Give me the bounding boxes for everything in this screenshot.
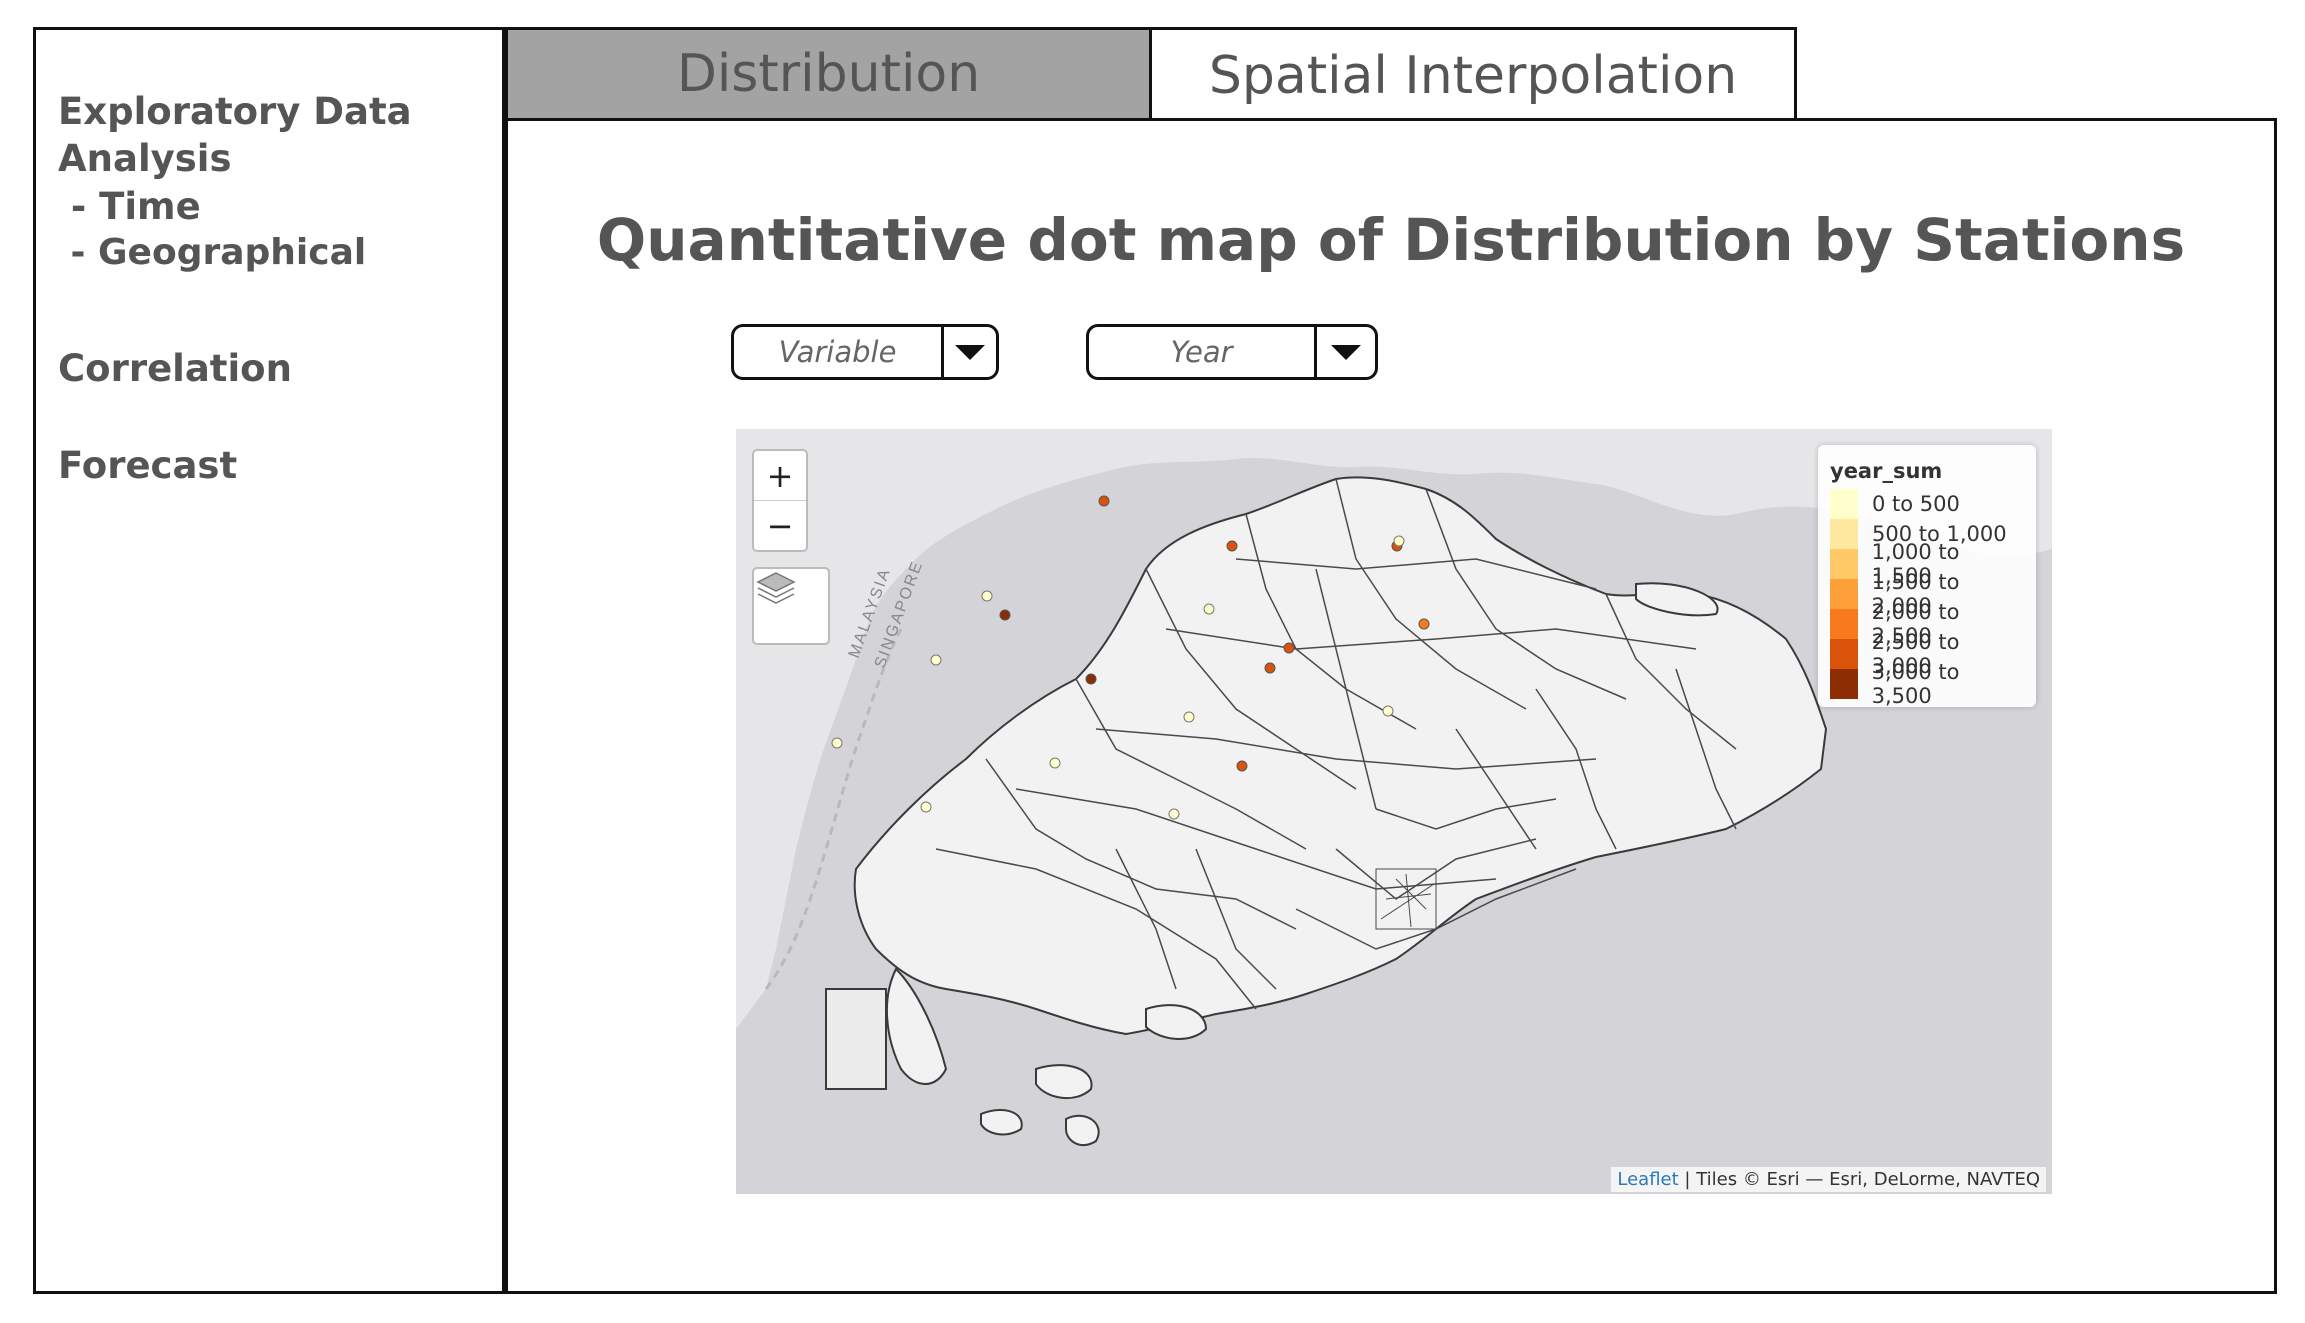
island-shape [1145, 1004, 1208, 1040]
station-dot[interactable] [930, 654, 942, 666]
legend-row: 1,000 to 1,500 [1830, 540, 2024, 588]
nav-item-eda-label: Exploratory Data [58, 90, 412, 133]
station-dot[interactable] [1085, 673, 1097, 685]
tab-spatial-interpolation[interactable]: Spatial Interpolation [1149, 27, 1797, 121]
station-dot[interactable] [831, 737, 843, 749]
legend-swatch [1830, 669, 1858, 699]
island-shape [1035, 1064, 1093, 1100]
station-dot[interactable] [1283, 642, 1295, 654]
layers-button[interactable] [752, 567, 830, 645]
year-dropdown-value: Year [1170, 335, 1233, 369]
station-dot[interactable] [1203, 603, 1215, 615]
legend-swatch [1830, 609, 1858, 639]
tab-distribution[interactable]: Distribution [505, 27, 1152, 121]
downtown-subzones [1375, 868, 1437, 930]
legend-label: 0 to 500 [1872, 492, 1960, 516]
island-shape [1065, 1114, 1100, 1147]
legend-label: 500 to 1,000 [1872, 522, 2007, 546]
year-dropdown-toggle[interactable] [1314, 327, 1375, 377]
legend-swatch [1830, 549, 1858, 579]
legend-row: 2,500 to 3,000 [1830, 630, 2024, 678]
zoom-in-button[interactable]: + [766, 456, 794, 495]
station-dot[interactable] [1049, 757, 1061, 769]
tuas-reclaimed-land [825, 988, 887, 1090]
border-line [764, 628, 903, 990]
station-dot[interactable] [1382, 705, 1394, 717]
station-dot[interactable] [981, 590, 993, 602]
nav-item-time-label: - Time [58, 185, 201, 228]
legend-row: 500 to 1,000 [1830, 519, 2024, 549]
station-dot[interactable] [1168, 808, 1180, 820]
leaflet-link[interactable]: Leaflet [1617, 1169, 1679, 1190]
caret-down-icon [1331, 344, 1361, 360]
layers-icon [756, 572, 796, 604]
legend-row: 2,000 to 2,500 [1830, 600, 2024, 648]
legend-label: 2,500 to 3,000 [1871, 630, 1960, 678]
nav-item-forecast[interactable]: Forecast [58, 442, 237, 489]
station-dot[interactable] [1183, 711, 1195, 723]
tab-distribution-label: Distribution [676, 44, 981, 104]
legend-title: year_sum [1830, 459, 1943, 483]
variable-dropdown-value: Variable [778, 335, 897, 369]
nav-item-geographical[interactable]: - Geographical [58, 229, 367, 276]
nav-item-eda[interactable]: Exploratory Data Analysis [58, 88, 412, 182]
station-dot[interactable] [1393, 535, 1405, 547]
pulau-ubin [1635, 582, 1719, 617]
nav-item-eda-label-2: Analysis [58, 137, 232, 180]
legend-row: 1,500 to 2,000 [1830, 570, 2024, 618]
station-dot[interactable] [1098, 495, 1110, 507]
caret-down-icon [955, 344, 985, 360]
legend-label: 1,000 to 1,500 [1871, 540, 1960, 588]
legend-swatch [1830, 639, 1858, 669]
map-legend: year_sum 0 to 500 500 to 1,000 1,000 to … [1818, 445, 2036, 708]
legend-swatch [1830, 579, 1858, 609]
island-shape [980, 1109, 1023, 1136]
map-attribution: Leaflet | Tiles © Esri — Esri, DeLorme, … [1611, 1167, 2046, 1192]
nav-item-forecast-label: Forecast [58, 444, 238, 487]
legend-row: 0 to 500 [1830, 489, 2024, 519]
station-dots [831, 495, 1430, 820]
station-dot[interactable] [1226, 540, 1238, 552]
sidebar-nav: Exploratory Data Analysis - Time - Geogr… [33, 27, 505, 1294]
singapore-island [853, 476, 1828, 1036]
zoom-control: + − [752, 449, 808, 552]
legend-label: 1,500 to 2,000 [1871, 570, 1960, 618]
station-dot[interactable] [920, 801, 932, 813]
tab-spatial-interpolation-label: Spatial Interpolation [1208, 45, 1738, 106]
year-dropdown[interactable]: Year [1086, 324, 1378, 380]
legend-label: 3,000 to 3,500 [1871, 660, 1960, 708]
nav-item-correlation[interactable]: Correlation [58, 345, 292, 392]
station-dot[interactable] [999, 609, 1011, 621]
variable-dropdown[interactable]: Variable [731, 324, 999, 380]
station-dot[interactable] [1264, 662, 1276, 674]
island-shape [886, 967, 948, 1085]
legend-label: 2,000 to 2,500 [1871, 600, 1960, 648]
legend-swatch [1830, 489, 1858, 519]
nav-item-time[interactable]: - Time [58, 183, 201, 230]
zoom-out-button[interactable]: − [754, 500, 806, 550]
attribution-text: | Tiles © Esri — Esri, DeLorme, NAVTEQ [1678, 1169, 2040, 1190]
legend-row: 3,000 to 3,500 [1830, 660, 2024, 708]
variable-dropdown-toggle[interactable] [941, 327, 996, 377]
main-panel: Quantitative dot map of Distribution by … [505, 118, 2277, 1294]
leaflet-map[interactable]: MALAYSIA SINGAPORE [736, 429, 2052, 1194]
station-dot[interactable] [1418, 618, 1430, 630]
nav-item-geographical-label: - Geographical [58, 232, 367, 273]
station-dot[interactable] [1236, 760, 1248, 772]
subzone-boundaries [935, 478, 1737, 1010]
legend-swatch [1830, 519, 1858, 549]
nav-item-correlation-label: Correlation [58, 347, 292, 390]
page-title: Quantitative dot map of Distribution by … [596, 206, 2186, 274]
